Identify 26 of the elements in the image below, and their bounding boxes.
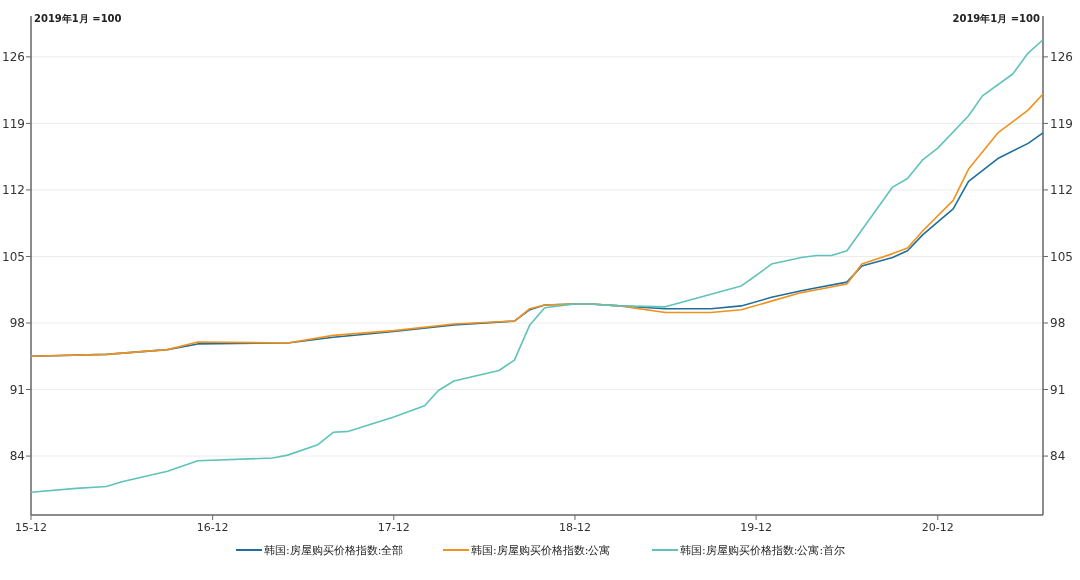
legend-label: 韩国:房屋购买价格指数:公寓:首尔 [680,543,846,557]
y2-tick-label: 91 [1050,382,1066,397]
y-axis-title: 2019年1月 =100 [34,13,122,24]
line-series [30,38,1044,493]
y-tick-label: 105 [2,249,25,264]
y-tick-label: 112 [2,183,25,198]
y2-axis-title: 2019年1月 =100 [952,13,1041,24]
y-tick-label: 98 [9,316,25,331]
y2-tick-label: 105 [1050,249,1073,264]
legend-label: 韩国:房屋购买价格指数:全部 [264,543,404,557]
y-tick-label: 91 [9,382,25,397]
x-tick-label: 17-12 [377,521,410,534]
y2-tick-label: 84 [1050,449,1066,464]
x-tick-label: 19-12 [740,521,773,534]
x-tick-label: 20-12 [921,521,954,534]
y-tick-label: 119 [2,116,25,131]
y-tick-label: 84 [9,449,25,464]
y-tick-label: 126 [2,50,25,65]
y2-tick-label: 98 [1050,316,1066,331]
y2-tick-label: 112 [1050,183,1073,198]
x-tick-label: 15-12 [15,521,47,534]
x-tick-label: 16-12 [196,521,229,534]
legend-label: 韩国:房屋购买价格指数:公寓 [471,543,611,557]
y2-tick-label: 119 [1050,116,1073,131]
y2-tick-label: 126 [1050,50,1073,65]
x-tick-label: 18-12 [558,521,591,534]
